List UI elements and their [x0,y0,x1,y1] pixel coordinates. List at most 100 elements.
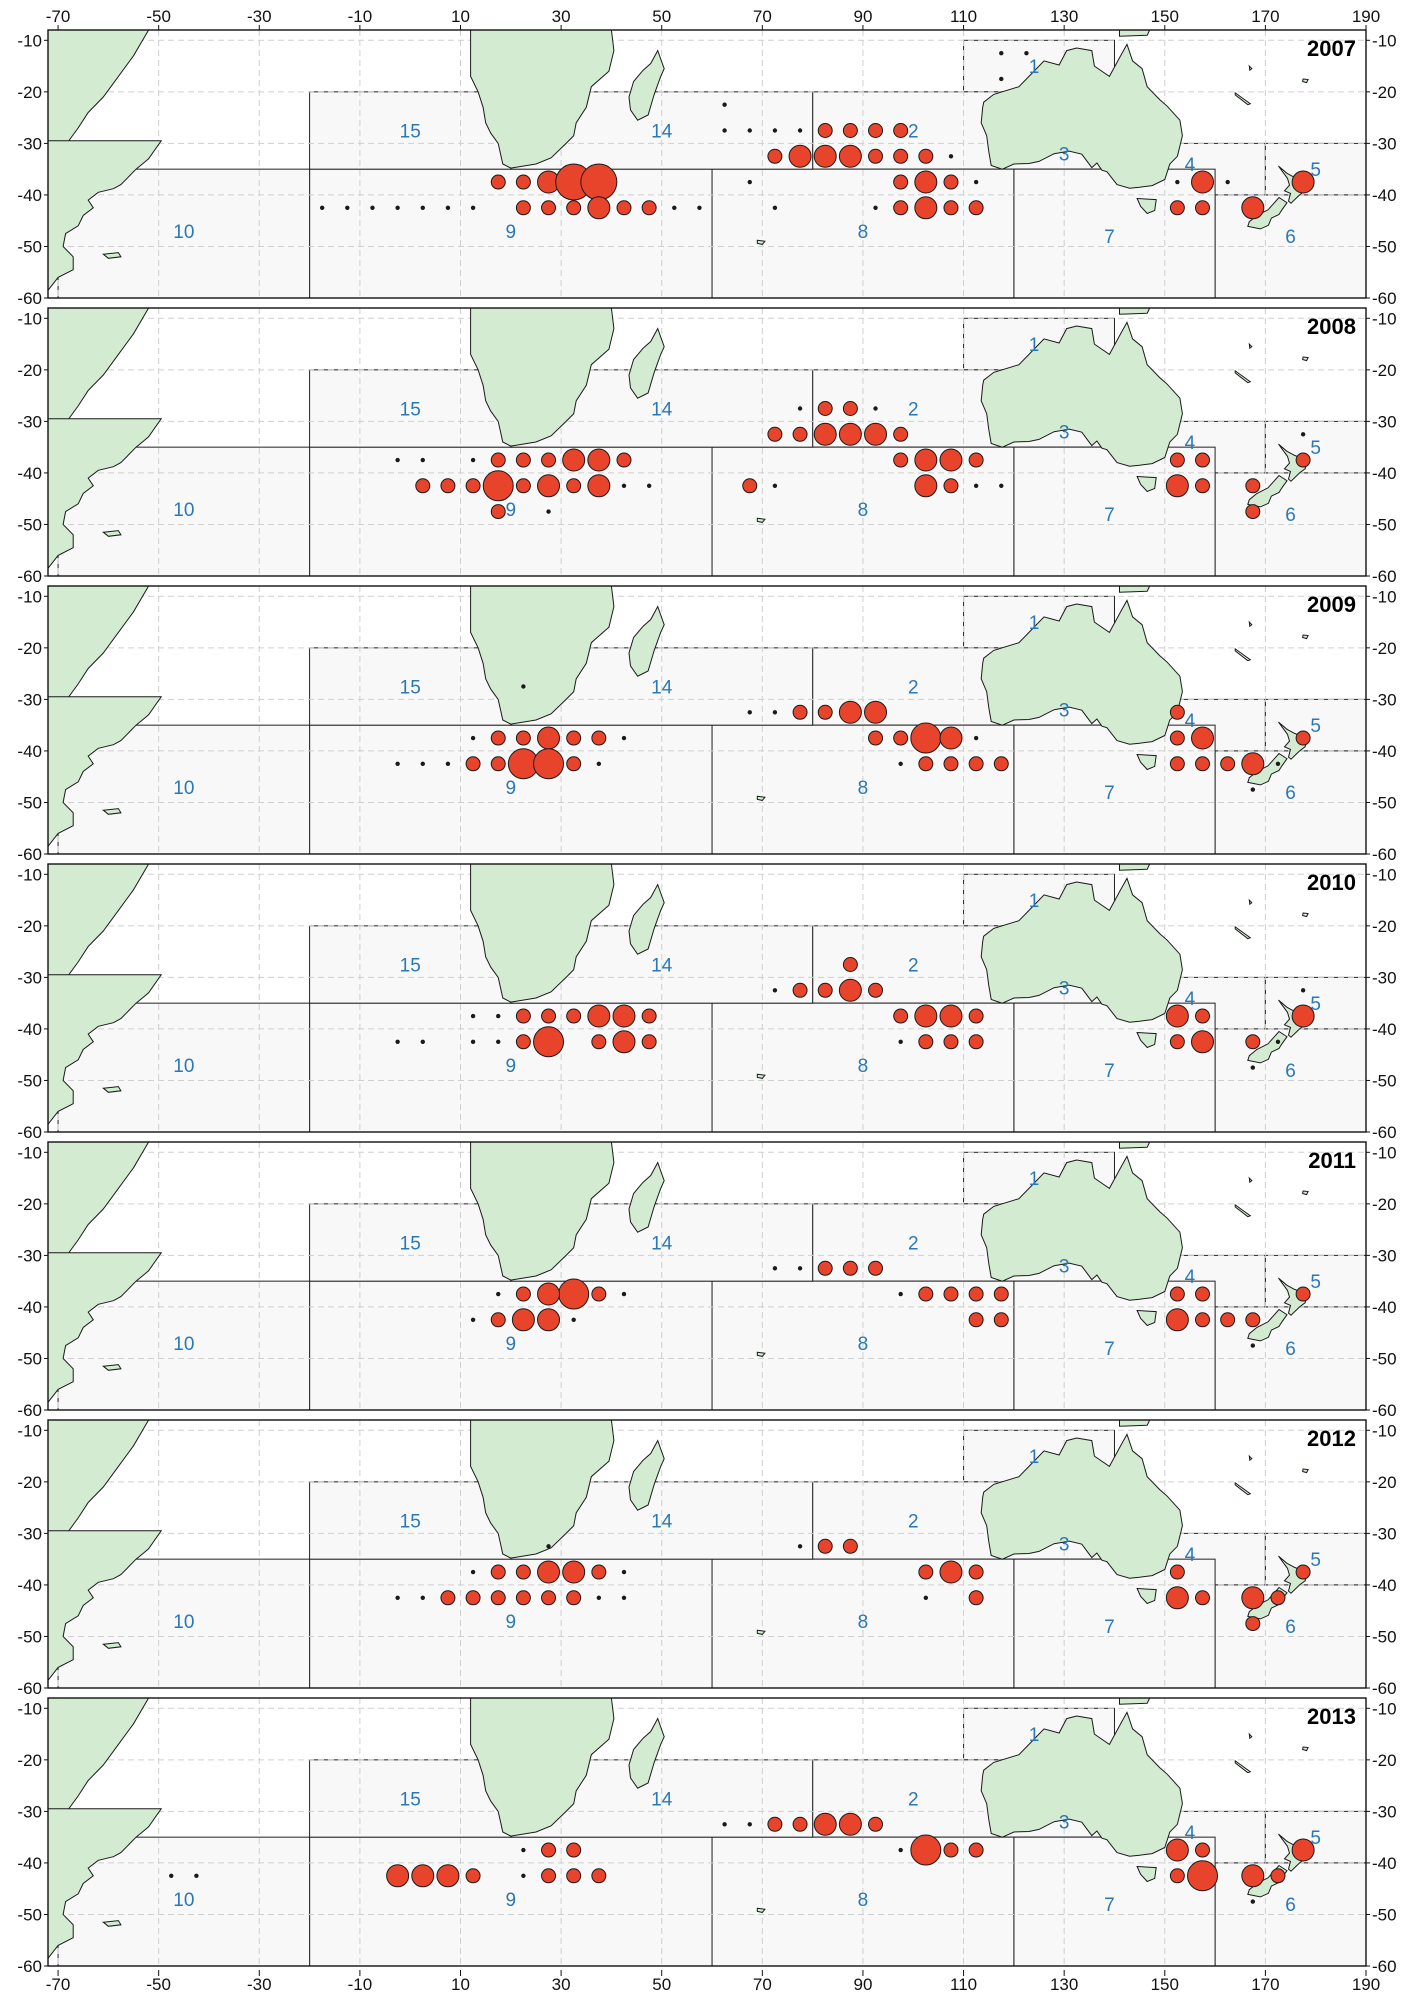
catch-bubble [1195,1312,1211,1328]
y-tick-label-right: -50 [1372,1349,1397,1368]
y-tick-label-left: -30 [17,134,42,153]
y-tick-label-right: -40 [1372,1854,1397,1873]
catch-bubble [838,978,862,1002]
y-tick-label-left: -60 [17,1123,42,1142]
region-label-14: 14 [651,400,673,421]
y-tick-label-left: -60 [17,1679,42,1698]
catch-bubble [1195,200,1211,216]
fiji-land [1302,634,1309,640]
new-caledonia-land [1234,1203,1252,1218]
region-label-5: 5 [1310,1550,1321,1571]
catch-marker-small [747,179,752,185]
catch-bubble [792,704,808,720]
australia-land [980,1433,1183,1579]
catch-bubble [515,1564,531,1580]
panel-2011: 1 2 3 4 5 6 7 8 9 10 14 15 2011 -10 -10 -20 -20 -30 -30 -40… [17,1141,1397,1420]
x-tick-label-bottom: 50 [652,1975,671,1994]
catch-bubble [1169,452,1185,468]
australia-land [980,877,1183,1023]
catch-marker-small [546,1544,551,1549]
y-tick-label-right: -40 [1372,1020,1397,1039]
tasmania-land [1136,475,1157,493]
catch-bubble [842,123,858,138]
catch-bubble [515,1286,531,1302]
australia-land [980,599,1183,745]
catch-bubble [813,422,837,446]
new-caledonia-land [1234,369,1252,384]
catch-bubble [943,1034,959,1050]
catch-bubble [533,1026,565,1058]
new-caledonia-land [1234,647,1252,662]
africa-land [470,864,615,1003]
nz-north-land [1278,443,1309,482]
catch-marker-small [395,1595,400,1601]
region-label-15: 15 [400,678,421,699]
catch-bubble [993,1312,1009,1328]
catch-marker-small [1300,432,1306,437]
year-label: 2008 [1307,314,1356,339]
region-label-2: 2 [908,122,919,143]
y-tick-label-left: -30 [17,1246,42,1265]
catch-bubble [1291,170,1315,194]
catch-bubble [515,478,531,494]
y-tick-label-right: -20 [1372,1195,1397,1214]
kerguelen-land [756,795,766,801]
region-label-9: 9 [506,500,517,521]
catch-marker-small [1250,1899,1256,1904]
region-label-15: 15 [400,1512,421,1533]
y-tick-label-left: -30 [17,1802,42,1821]
catch-bubble [1165,1586,1189,1610]
catch-bubble [465,1590,481,1606]
year-label: 2010 [1307,870,1356,895]
bottom-x-axis: -70 -50 -30 -10 10 30 50 70 90 110 130 150 170 190 [46,1970,1380,1994]
catch-bubble [968,200,984,216]
fiji-land [1302,1468,1309,1474]
region-box-15 [309,1481,512,1560]
y-tick-label-left: -40 [17,742,42,761]
y-tick-label-left: -40 [17,464,42,483]
catch-marker-small [1300,988,1306,993]
catch-bubble [868,1816,884,1832]
catch-bubble [868,123,884,138]
catch-bubble [939,1004,963,1028]
y-tick-label-right: -50 [1372,1071,1397,1090]
region-label-3: 3 [1059,1257,1070,1278]
australia-land [980,321,1183,467]
catch-bubble [838,1812,862,1836]
catch-bubble [968,1008,984,1024]
catch-bubble [465,756,481,772]
catch-bubble [943,1842,959,1858]
y-tick-label-left: -20 [17,1473,42,1492]
catch-marker-small [898,1039,903,1045]
region-label-9: 9 [506,1334,517,1355]
region-box-9 [309,724,713,854]
catch-bubble [1169,704,1185,720]
region-label-2: 2 [908,678,919,699]
y-tick-label-right: -30 [1372,690,1397,709]
region-label-5: 5 [1310,438,1321,459]
falklands-land [102,1364,122,1371]
catch-bubble [537,474,561,498]
panel-map-area [48,30,1366,298]
y-tick-label-left: -50 [17,1627,42,1646]
catch-bubble [490,1564,506,1580]
x-tick-label-bottom: 190 [1352,1975,1380,1994]
png-fragment-land [1119,1142,1151,1149]
region-label-6: 6 [1285,1061,1296,1082]
catch-bubble [893,426,909,442]
region-label-10: 10 [173,1334,194,1355]
y-tick-label-left: -10 [17,1421,42,1440]
catch-marker-small [747,1822,752,1827]
catch-bubble [742,478,758,494]
catch-marker-small [999,76,1004,82]
y-tick-label-left: -20 [17,83,42,102]
region-label-8: 8 [858,1056,869,1077]
y-tick-label-left: -50 [17,1071,42,1090]
region-label-6: 6 [1285,1895,1296,1916]
catch-bubble [792,1816,808,1832]
fiji-land [1302,78,1309,84]
y-tick-label-right: -50 [1372,793,1397,812]
y-tick-label-left: -50 [17,1349,42,1368]
catch-bubble [1245,1616,1261,1632]
